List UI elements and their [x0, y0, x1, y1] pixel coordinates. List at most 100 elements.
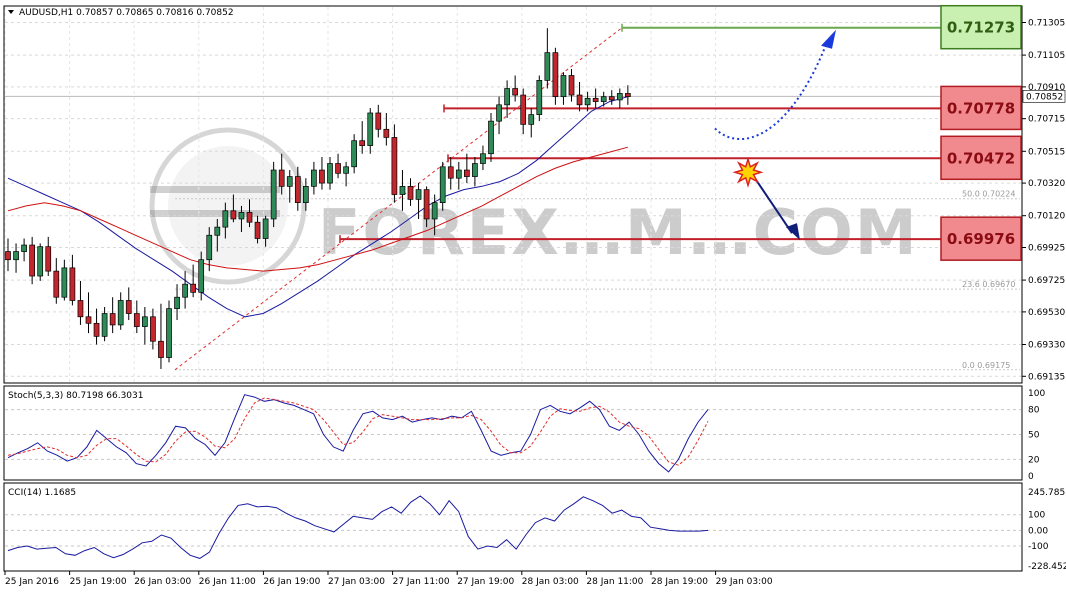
moving-average-line: [7, 146, 629, 272]
candle-body: [278, 169, 285, 187]
candle-body: [142, 316, 148, 327]
price-tick-label: 0.71305: [1028, 18, 1065, 28]
candle-body: [158, 340, 164, 358]
candle-body: [455, 169, 462, 179]
price-tick-label: 0.69925: [1028, 243, 1065, 253]
levels: [339, 23, 942, 244]
candle-body: [383, 128, 390, 138]
stoch-tick-label: 100: [1028, 389, 1045, 399]
level-boxes: 0.71273 0.70778 0.70472 0.69976: [940, 4, 1022, 261]
candle-body: [624, 93, 631, 98]
price-tick-label: 0.70715: [1028, 115, 1065, 125]
candle-body: [536, 80, 543, 115]
candle-body: [560, 75, 567, 98]
candle-body: [206, 234, 213, 261]
level-box: [940, 85, 1022, 131]
bullish-scenario-curve: [714, 39, 829, 141]
candle-body: [415, 189, 422, 200]
candle-body: [584, 97, 591, 106]
candle-body: [343, 166, 349, 174]
candle-body: [439, 166, 446, 204]
price-tick-label: 0.69135: [1028, 372, 1065, 382]
candle-body: [246, 212, 253, 223]
candle-body: [464, 169, 470, 177]
candle-body: [576, 94, 583, 106]
time-tick-label: 25 Jan 2016: [5, 577, 59, 587]
candle-body: [327, 163, 333, 184]
candle-body: [166, 308, 172, 358]
time-tick-label: 27 Jan 19:00: [457, 577, 514, 587]
candle-body: [29, 244, 35, 277]
price-tick-label: 0.69530: [1028, 308, 1065, 318]
price-tick-label: 0.70515: [1028, 147, 1065, 157]
stoch-panel-frame: [3, 385, 1023, 481]
candle-body: [472, 163, 478, 177]
candle-body: [512, 88, 519, 96]
candle-body: [230, 210, 237, 220]
candle-body: [174, 296, 180, 309]
current-price-box: [1022, 90, 1066, 103]
symbol-dropdown-icon[interactable]: [8, 10, 14, 14]
candle-body: [109, 313, 116, 326]
level-box-label: 0.69976: [947, 230, 1015, 248]
candle-body: [53, 270, 60, 298]
cci-tick-label: -100: [1028, 542, 1049, 552]
candle-body: [600, 96, 607, 102]
candle-body: [399, 185, 406, 195]
level-box: [940, 135, 1022, 181]
time-tick-label: 27 Jan 03:00: [328, 577, 385, 587]
candle-body: [351, 140, 357, 168]
current-price-label: 0.70852: [1026, 92, 1063, 102]
grid: [4, 7, 1021, 382]
candle-body: [335, 163, 341, 174]
level-box-label: 0.71273: [947, 19, 1015, 37]
candle-body: [520, 94, 527, 125]
candle-body: [21, 244, 27, 252]
watermark-text: FOREX…M…COM: [318, 196, 919, 269]
stoch-k-line: [7, 394, 709, 473]
bearish-arrow-head: [786, 223, 800, 241]
fib-level-label: 50.0 0.70224: [962, 190, 1015, 199]
cci-line: [7, 495, 709, 559]
price-tick-label: 0.70120: [1028, 212, 1065, 222]
price-tick-label: 0.71105: [1028, 51, 1065, 61]
candle-body: [133, 313, 140, 327]
candle-body: [117, 300, 124, 326]
watermark: FOREX…M…COM: [149, 127, 919, 285]
candle-body: [544, 52, 551, 81]
level-box: [940, 4, 1022, 50]
cci-panel-frame: [3, 482, 1023, 572]
cci-tick-label: -228.4525: [1028, 562, 1066, 572]
time-tick-label: 28 Jan 19:00: [651, 577, 708, 587]
candle-body: [504, 88, 510, 106]
time-axis: 25 Jan 2016 25 Jan 19:00 26 Jan 03:00 26 Ja…: [4, 571, 773, 587]
level-box-label: 0.70778: [947, 99, 1015, 117]
breakout-burst-icon: [732, 156, 764, 188]
candle-body: [77, 300, 84, 318]
candle-body: [375, 112, 382, 130]
candle-body: [198, 259, 205, 293]
candle-body: [391, 137, 398, 195]
candle-body: [69, 267, 76, 301]
time-tick-label: 26 Jan 03:00: [134, 577, 191, 587]
candle-body: [85, 316, 92, 324]
candle-body: [431, 202, 438, 220]
price-tick-label: 0.70320: [1028, 179, 1065, 189]
stoch-d-line: [7, 397, 709, 466]
time-tick-label: 27 Jan 11:00: [393, 577, 450, 587]
price-tick-label: 0.69725: [1028, 276, 1065, 286]
candle-body: [311, 169, 317, 187]
candle-body: [101, 313, 108, 337]
candle-body: [552, 52, 559, 98]
stoch-label: Stoch(5,3,3) 80.7198 66.3031: [8, 391, 143, 401]
candle-body: [214, 226, 221, 236]
candle-body: [568, 75, 575, 96]
time-tick-label: 28 Jan 03:00: [522, 577, 579, 587]
candle-body: [592, 97, 599, 102]
candle-body: [150, 316, 156, 342]
candle-body: [93, 322, 100, 337]
candle-body: [5, 251, 11, 261]
bullish-arrow-head: [821, 29, 836, 49]
cci-panel: 245.7857 100 0.00 -100 -228.4525: [5, 488, 1066, 572]
